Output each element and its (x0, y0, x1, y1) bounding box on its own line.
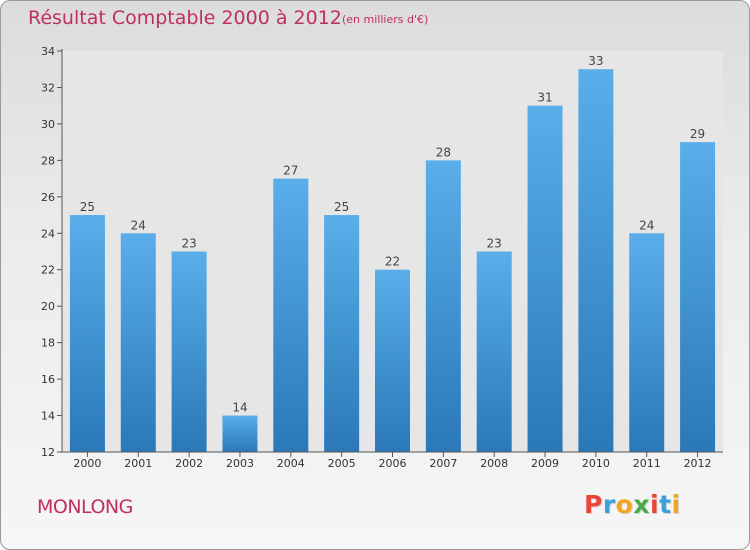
y-tick-label: 30 (41, 118, 55, 131)
proxiti-logo: Proxiti (584, 490, 681, 519)
x-tick-label: 2002 (175, 457, 203, 470)
x-tick-label: 2010 (582, 457, 610, 470)
bar (375, 269, 410, 452)
y-tick-label: 32 (41, 81, 55, 94)
y-tick-label: 34 (41, 45, 55, 58)
data-label: 14 (232, 401, 247, 415)
data-label: 27 (283, 164, 298, 178)
bar (680, 142, 716, 453)
y-tick-label: 12 (41, 446, 55, 459)
y-tick-label: 14 (41, 410, 55, 423)
chart-title: Résultat Comptable 2000 à 2012 (28, 7, 342, 29)
bar (527, 105, 563, 452)
data-label: 29 (690, 127, 705, 141)
x-tick-label: 2009 (531, 457, 559, 470)
y-tick-label: 24 (41, 227, 55, 240)
town-name: MONLONG (37, 496, 133, 518)
y-tick-label: 18 (41, 337, 55, 350)
data-label: 23 (487, 237, 502, 251)
logo-letter: r (602, 490, 616, 519)
logo-letter: i (671, 490, 681, 519)
bar (578, 69, 614, 453)
x-tick-label: 2007 (429, 457, 457, 470)
x-tick-label: 2008 (480, 457, 508, 470)
x-tick-label: 2000 (73, 457, 101, 470)
logo-letter: o (615, 490, 634, 519)
y-tick-label: 28 (41, 154, 55, 167)
y-tick-label: 16 (41, 373, 55, 386)
bar (425, 160, 461, 452)
data-label: 33 (588, 54, 603, 68)
bar (476, 251, 512, 452)
x-tick-label: 2006 (379, 457, 407, 470)
y-tick-label: 26 (41, 191, 55, 204)
chart-subtitle: (en milliers d'€) (342, 13, 429, 26)
data-label: 25 (80, 200, 95, 214)
data-label: 24 (639, 218, 654, 232)
x-tick-label: 2001 (124, 457, 152, 470)
logo-letter: i (650, 490, 660, 519)
y-tick-label: 22 (41, 264, 55, 277)
x-tick-label: 2003 (226, 457, 254, 470)
x-tick-label: 2005 (328, 457, 356, 470)
data-label: 25 (334, 200, 349, 214)
x-tick-label: 2004 (277, 457, 305, 470)
bar (120, 233, 156, 452)
bar (171, 251, 207, 452)
logo-letter: P (584, 490, 603, 519)
logo-letter: x (633, 490, 650, 519)
bar (629, 233, 665, 452)
x-tick-label: 2011 (633, 457, 661, 470)
bar (69, 215, 105, 452)
y-tick-label: 20 (41, 300, 55, 313)
data-label: 28 (436, 145, 451, 159)
bar (324, 215, 360, 452)
data-label: 23 (181, 237, 196, 251)
logo-letter: t (659, 490, 672, 519)
data-label: 24 (131, 218, 146, 232)
bar (222, 415, 258, 452)
data-label: 31 (537, 91, 552, 105)
data-label: 22 (385, 255, 400, 269)
bar (273, 178, 309, 452)
x-tick-label: 2012 (684, 457, 712, 470)
